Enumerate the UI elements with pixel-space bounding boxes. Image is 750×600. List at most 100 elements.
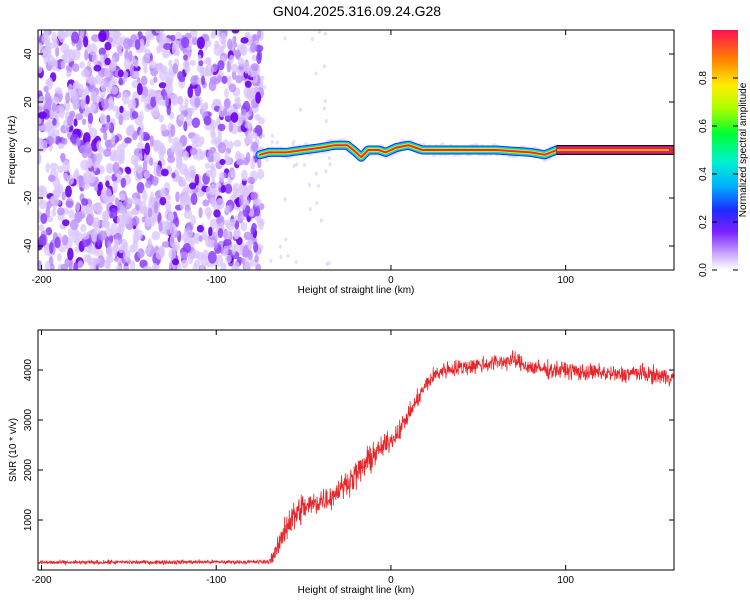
noise-blob xyxy=(103,197,111,205)
noise-blob xyxy=(190,75,198,86)
noise-blob xyxy=(240,222,248,232)
snr-xtick-label: -200 xyxy=(31,575,51,586)
noise-blob xyxy=(223,248,229,255)
noise-blob xyxy=(283,197,287,202)
noise-blob xyxy=(108,96,114,108)
noise-blob xyxy=(171,172,176,179)
noise-blob xyxy=(161,241,171,248)
noise-blob xyxy=(90,103,96,113)
noise-blob xyxy=(104,41,112,51)
noise-blob xyxy=(71,31,80,44)
spectrogram-xtick-label: 100 xyxy=(557,275,574,286)
noise-blob xyxy=(189,30,198,38)
noise-blob xyxy=(319,218,323,223)
noise-blob xyxy=(228,83,237,93)
noise-blob xyxy=(68,209,75,219)
spectrogram-ytick-label: -40 xyxy=(23,238,34,253)
noise-blob xyxy=(191,249,201,259)
noise-blob xyxy=(247,250,253,261)
noise-blob xyxy=(261,133,265,138)
noise-blob xyxy=(169,234,176,248)
noise-blob xyxy=(210,131,217,140)
spectrogram-ytick-label: -20 xyxy=(23,190,34,205)
noise-blob xyxy=(176,157,183,169)
noise-blob xyxy=(62,160,70,173)
noise-blob xyxy=(138,129,144,142)
noise-blob xyxy=(183,168,189,177)
noise-blob xyxy=(128,50,133,63)
noise-blob xyxy=(291,142,295,147)
noise-blob xyxy=(82,132,91,145)
noise-blob xyxy=(84,49,89,61)
noise-blob xyxy=(49,162,59,170)
noise-blob xyxy=(59,106,65,119)
noise-blob xyxy=(165,194,172,201)
noise-blob xyxy=(208,184,218,196)
noise-blob xyxy=(144,48,151,58)
noise-blob xyxy=(77,260,84,269)
snr-xlabel: Height of straight line (km) xyxy=(298,585,415,596)
noise-blob xyxy=(179,95,184,107)
noise-blob xyxy=(251,54,257,62)
noise-blob xyxy=(114,197,120,206)
noise-blob xyxy=(57,165,64,174)
noise-blob xyxy=(79,30,85,37)
noise-blob xyxy=(270,139,274,144)
noise-blob xyxy=(76,137,81,147)
noise-blob xyxy=(67,247,74,261)
noise-blob xyxy=(165,71,174,85)
noise-blob xyxy=(279,254,283,259)
noise-blob xyxy=(126,125,135,136)
noise-blob xyxy=(98,181,104,191)
noise-blob xyxy=(55,46,60,57)
noise-blob xyxy=(38,185,47,193)
noise-blob xyxy=(45,260,51,270)
noise-blob xyxy=(143,134,151,141)
noise-blob xyxy=(67,227,74,238)
spectrogram-ytick-label: 40 xyxy=(23,48,34,60)
noise-blob xyxy=(153,200,159,214)
noise-blob xyxy=(295,162,299,167)
noise-blob xyxy=(278,244,282,249)
noise-blob xyxy=(169,111,175,120)
noise-blob xyxy=(179,197,185,210)
noise-blob xyxy=(155,248,165,260)
noise-blob xyxy=(156,45,161,54)
noise-blob xyxy=(232,35,237,43)
noise-blob xyxy=(38,65,43,74)
noise-blob xyxy=(165,221,171,230)
noise-blob xyxy=(322,64,326,69)
noise-blob xyxy=(255,91,262,104)
noise-blob xyxy=(217,142,227,154)
noise-blob xyxy=(227,38,233,51)
spectrogram-xtick-label: -200 xyxy=(31,275,51,286)
noise-blob xyxy=(206,56,212,66)
noise-blob xyxy=(171,258,180,266)
noise-blob xyxy=(212,98,221,106)
noise-blob xyxy=(159,68,167,82)
noise-blob xyxy=(189,60,196,67)
noise-blob xyxy=(158,82,167,89)
noise-blob xyxy=(243,61,250,74)
noise-blob xyxy=(86,214,94,226)
noise-blob xyxy=(174,216,180,228)
noise-blob xyxy=(240,108,247,117)
colorbar-label: Normalized spectral amplitude xyxy=(738,82,749,217)
noise-blob xyxy=(63,54,72,64)
noise-blob xyxy=(145,180,152,189)
noise-blob xyxy=(211,119,217,130)
spectrogram-image xyxy=(38,30,674,270)
noise-blob xyxy=(217,228,224,239)
noise-blob xyxy=(65,92,71,104)
noise-blob xyxy=(148,60,157,69)
noise-blob xyxy=(74,211,83,223)
noise-blob xyxy=(181,36,190,49)
noise-blob xyxy=(220,185,226,193)
noise-blob xyxy=(46,77,53,90)
noise-blob xyxy=(213,241,219,249)
noise-blob xyxy=(54,87,63,96)
noise-blob xyxy=(208,226,213,237)
noise-blob xyxy=(177,142,183,153)
